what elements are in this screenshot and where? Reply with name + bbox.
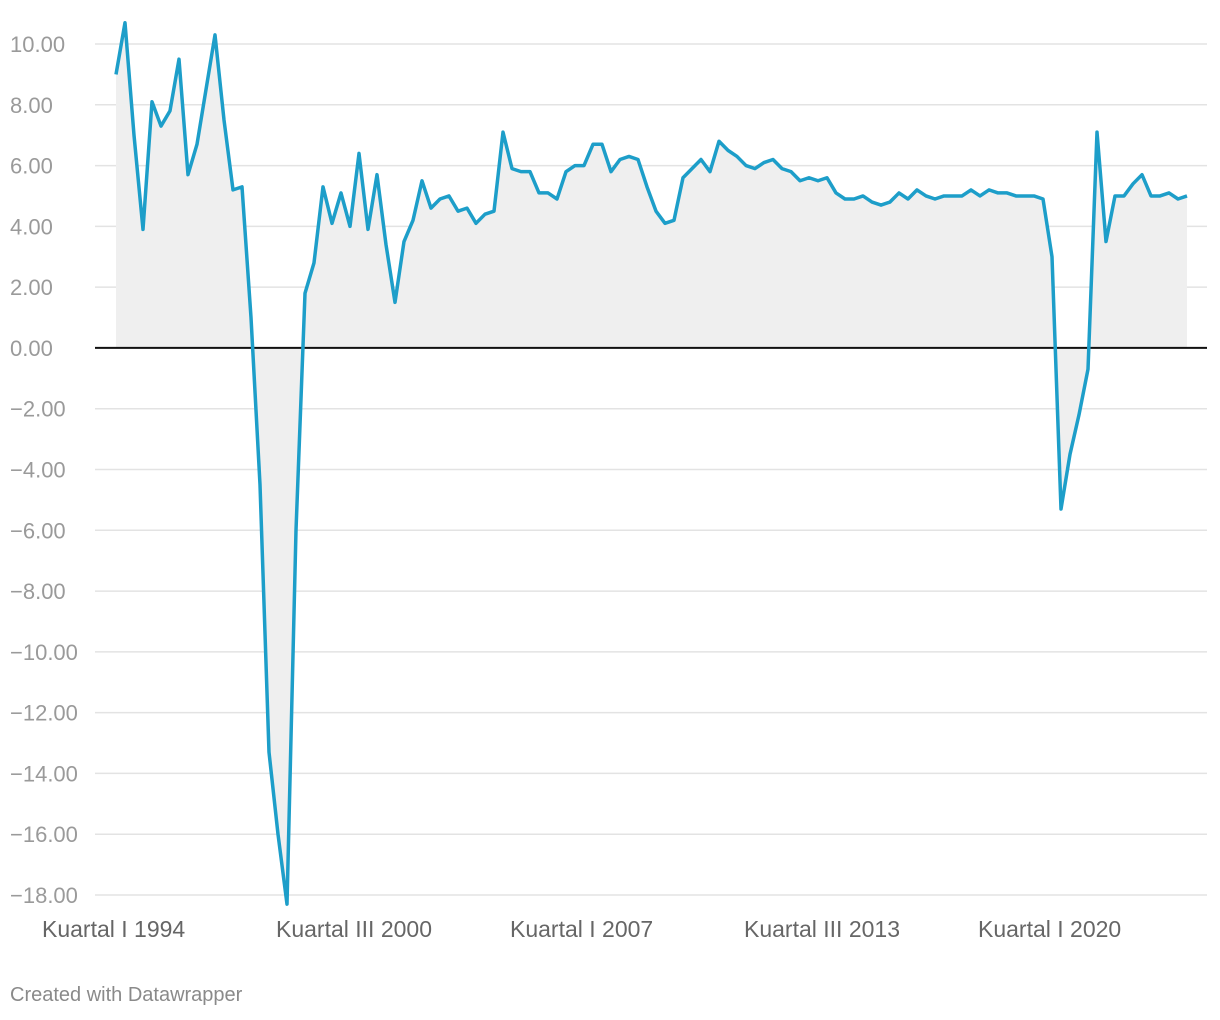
x-tick-label: Kuartal I 1994 xyxy=(42,916,185,942)
line-area-chart: 10.00 8.00 6.00 4.00 2.00 0.00 −2.00 −4.00 −6.00… xyxy=(10,20,1207,942)
x-tick-label: Kuartal III 2000 xyxy=(276,916,432,942)
y-tick-label: 0.00 xyxy=(10,336,53,361)
y-tick-label: −2.00 xyxy=(10,397,66,422)
x-tick-label: Kuartal I 2020 xyxy=(978,916,1121,942)
y-tick-label: −8.00 xyxy=(10,579,66,604)
y-tick-label: −6.00 xyxy=(10,518,66,543)
x-axis: Kuartal I 1994 Kuartal III 2000 Kuartal I … xyxy=(42,916,1121,942)
y-tick-label: −14.00 xyxy=(10,761,78,786)
y-tick-label: −16.00 xyxy=(10,822,78,847)
y-tick-label: 8.00 xyxy=(10,93,53,118)
y-tick-label: 10.00 xyxy=(10,32,65,57)
y-tick-label: 4.00 xyxy=(10,214,53,239)
y-tick-label: −4.00 xyxy=(10,458,66,483)
y-tick-label: −12.00 xyxy=(10,701,78,726)
x-tick-label: Kuartal III 2013 xyxy=(744,916,900,942)
y-tick-label: −18.00 xyxy=(10,883,78,908)
series-line xyxy=(114,20,1188,906)
y-tick-label: 6.00 xyxy=(10,154,53,179)
y-tick-label: 2.00 xyxy=(10,275,53,300)
datawrapper-credit: Created with Datawrapper xyxy=(10,984,243,1006)
series-area xyxy=(116,22,1187,905)
x-tick-label: Kuartal I 2007 xyxy=(510,916,653,942)
y-tick-label: −10.00 xyxy=(10,640,78,665)
